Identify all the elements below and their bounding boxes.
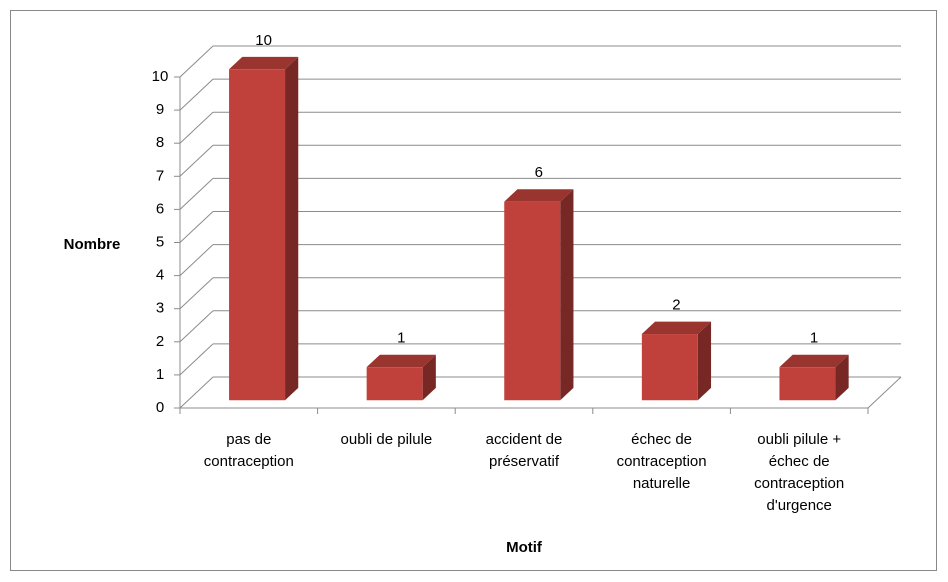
bar-side [422, 354, 436, 401]
bar [504, 201, 561, 401]
y-tick-label: 10 [152, 68, 169, 85]
grid-line-side [179, 343, 214, 376]
x-tick-label: oubli de pilule [341, 431, 433, 448]
data-label: 2 [672, 297, 680, 314]
y-tick-label: 6 [156, 200, 164, 217]
grid-line-side [179, 45, 214, 78]
grid-line-side [179, 178, 214, 210]
bar-top [641, 321, 712, 335]
y-tick-label: 0 [156, 399, 164, 416]
x-tick-label: pas de contraception [204, 431, 294, 470]
data-label: 1 [810, 330, 818, 347]
grid-line-side [179, 211, 214, 243]
x-tick-label: accident de préservatif [486, 431, 563, 470]
bar [779, 367, 836, 401]
grid-line-side [179, 310, 214, 343]
x-tick-label: oubli pilule + échec de contraception d'urg… [754, 431, 844, 514]
grid-line-side [179, 111, 214, 144]
bar [366, 367, 423, 401]
y-axis-title: Nombre [64, 236, 121, 253]
bar-side [835, 354, 849, 401]
bar-side [697, 321, 712, 401]
y-tick-label: 4 [156, 267, 164, 284]
bar-side [560, 189, 574, 401]
bar-side [285, 56, 299, 401]
grid-line-side [179, 78, 214, 111]
data-label: 6 [535, 164, 543, 181]
x-tick-label: échec de contraception naturelle [617, 431, 707, 492]
data-label: 10 [255, 32, 272, 49]
y-tick-label: 8 [156, 134, 164, 151]
floor-right [867, 376, 902, 409]
x-axis-title: Motif [506, 539, 543, 556]
grid-line-side [179, 277, 214, 310]
y-tick-label: 3 [156, 300, 164, 317]
y-tick-label: 9 [156, 101, 164, 118]
grid-line-side [179, 144, 214, 177]
chart-frame [10, 10, 937, 571]
bar-top [779, 354, 849, 368]
y-tick-label: 2 [156, 333, 164, 350]
data-label: 1 [397, 330, 405, 347]
bar-top [229, 56, 299, 70]
bar-top [504, 189, 574, 202]
y-tick-label: 1 [156, 366, 164, 383]
grid-line-side [179, 376, 214, 409]
bar [229, 69, 286, 401]
y-tick-label: 7 [156, 167, 164, 184]
bar-top [366, 354, 436, 368]
y-tick-label: 5 [156, 233, 164, 250]
bar [641, 334, 698, 401]
grid-line-side [179, 244, 214, 276]
